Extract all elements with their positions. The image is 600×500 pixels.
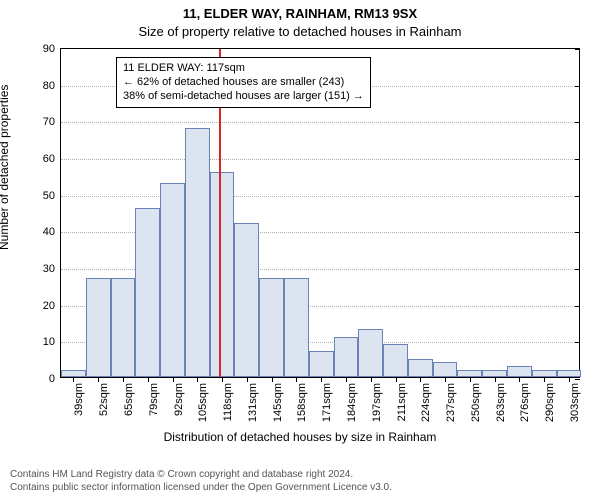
histogram-bar bbox=[61, 370, 86, 377]
footer-attribution: Contains HM Land Registry data © Crown c… bbox=[10, 469, 392, 494]
histogram-bar bbox=[309, 351, 334, 377]
chart-title-line1: 11, ELDER WAY, RAINHAM, RM13 9SX bbox=[0, 6, 600, 21]
histogram-bar bbox=[532, 370, 557, 377]
footer-line: Contains HM Land Registry data © Crown c… bbox=[10, 469, 392, 482]
ytick-label: 70 bbox=[43, 116, 55, 128]
ytick-label: 90 bbox=[43, 43, 55, 55]
xtick-label: 158sqm bbox=[296, 383, 308, 422]
histogram-bar bbox=[111, 278, 136, 377]
xtick-label: 290sqm bbox=[544, 383, 556, 422]
xtick-mark bbox=[148, 377, 149, 382]
xtick-mark bbox=[420, 377, 421, 382]
ytick-label: 50 bbox=[43, 190, 55, 202]
annotation-box: 11 ELDER WAY: 117sqm← 62% of detached ho… bbox=[116, 57, 371, 108]
ytick-label: 80 bbox=[43, 80, 55, 92]
histogram-bar bbox=[259, 278, 284, 377]
xtick-label: 276sqm bbox=[519, 383, 531, 422]
xtick-label: 131sqm bbox=[247, 383, 259, 422]
ytick-label: 10 bbox=[43, 336, 55, 348]
x-axis-label: Distribution of detached houses by size … bbox=[0, 430, 600, 444]
xtick-mark bbox=[197, 377, 198, 382]
ytick-label: 30 bbox=[43, 263, 55, 275]
ytick-mark bbox=[575, 232, 580, 233]
xtick-label: 171sqm bbox=[321, 383, 333, 422]
histogram-bar bbox=[334, 337, 359, 377]
ytick-mark bbox=[575, 49, 580, 50]
ytick-label: 60 bbox=[43, 153, 55, 165]
xtick-mark bbox=[544, 377, 545, 382]
xtick-mark bbox=[321, 377, 322, 382]
xtick-mark bbox=[495, 377, 496, 382]
histogram-bar bbox=[358, 329, 383, 377]
gridline-h bbox=[61, 122, 579, 123]
xtick-label: 145sqm bbox=[272, 383, 284, 422]
figure: 11, ELDER WAY, RAINHAM, RM13 9SX Size of… bbox=[0, 0, 600, 500]
histogram-bar bbox=[234, 223, 259, 377]
xtick-mark bbox=[173, 377, 174, 382]
ytick-mark bbox=[575, 379, 580, 380]
xtick-mark bbox=[98, 377, 99, 382]
ytick-mark bbox=[575, 306, 580, 307]
ytick-mark bbox=[575, 269, 580, 270]
xtick-mark bbox=[123, 377, 124, 382]
xtick-mark bbox=[519, 377, 520, 382]
xtick-mark bbox=[73, 377, 74, 382]
xtick-mark bbox=[222, 377, 223, 382]
histogram-bar bbox=[507, 366, 532, 377]
xtick-mark bbox=[272, 377, 273, 382]
xtick-label: 118sqm bbox=[222, 383, 234, 421]
histogram-bar bbox=[185, 128, 210, 377]
xtick-label: 65sqm bbox=[123, 383, 135, 416]
xtick-mark bbox=[247, 377, 248, 382]
xtick-label: 52sqm bbox=[98, 383, 110, 416]
xtick-mark bbox=[296, 377, 297, 382]
ytick-mark bbox=[575, 196, 580, 197]
y-axis-label: Number of detached properties bbox=[0, 85, 11, 250]
xtick-label: 303sqm bbox=[569, 383, 581, 422]
xtick-label: 211sqm bbox=[396, 383, 408, 421]
annotation-line: 38% of semi-detached houses are larger (… bbox=[123, 90, 364, 104]
histogram-bar bbox=[284, 278, 309, 377]
histogram-bar bbox=[457, 370, 482, 377]
xtick-mark bbox=[371, 377, 372, 382]
ytick-label: 40 bbox=[43, 226, 55, 238]
xtick-label: 224sqm bbox=[420, 383, 432, 422]
histogram-bar bbox=[86, 278, 111, 377]
xtick-label: 184sqm bbox=[346, 383, 358, 422]
xtick-label: 250sqm bbox=[470, 383, 482, 422]
ytick-mark bbox=[575, 342, 580, 343]
gridline-h bbox=[61, 159, 579, 160]
gridline-h bbox=[61, 196, 579, 197]
histogram-bar bbox=[557, 370, 582, 377]
xtick-mark bbox=[346, 377, 347, 382]
histogram-bar bbox=[210, 172, 235, 377]
xtick-mark bbox=[569, 377, 570, 382]
ytick-mark bbox=[575, 86, 580, 87]
annotation-line: 11 ELDER WAY: 117sqm bbox=[123, 62, 364, 76]
xtick-label: 105sqm bbox=[197, 383, 209, 422]
histogram-bar bbox=[383, 344, 408, 377]
xtick-label: 39sqm bbox=[73, 383, 85, 416]
xtick-label: 197sqm bbox=[371, 383, 383, 422]
xtick-label: 237sqm bbox=[445, 383, 457, 422]
xtick-mark bbox=[470, 377, 471, 382]
xtick-mark bbox=[396, 377, 397, 382]
annotation-line: ← 62% of detached houses are smaller (24… bbox=[123, 76, 364, 90]
ytick-mark bbox=[575, 122, 580, 123]
footer-line: Contains public sector information licen… bbox=[10, 482, 392, 495]
ytick-label: 20 bbox=[43, 300, 55, 312]
chart-title-line2: Size of property relative to detached ho… bbox=[0, 24, 600, 39]
histogram-bar bbox=[433, 362, 458, 377]
plot-area: 010203040506070809039sqm52sqm65sqm79sqm9… bbox=[60, 48, 580, 378]
xtick-label: 79sqm bbox=[148, 383, 160, 416]
histogram-bar bbox=[408, 359, 433, 377]
histogram-bar bbox=[482, 370, 507, 377]
xtick-label: 263sqm bbox=[495, 383, 507, 422]
ytick-label: 0 bbox=[49, 373, 55, 385]
xtick-label: 92sqm bbox=[173, 383, 185, 416]
histogram-bar bbox=[135, 208, 160, 377]
xtick-mark bbox=[445, 377, 446, 382]
ytick-mark bbox=[575, 159, 580, 160]
histogram-bar bbox=[160, 183, 185, 377]
